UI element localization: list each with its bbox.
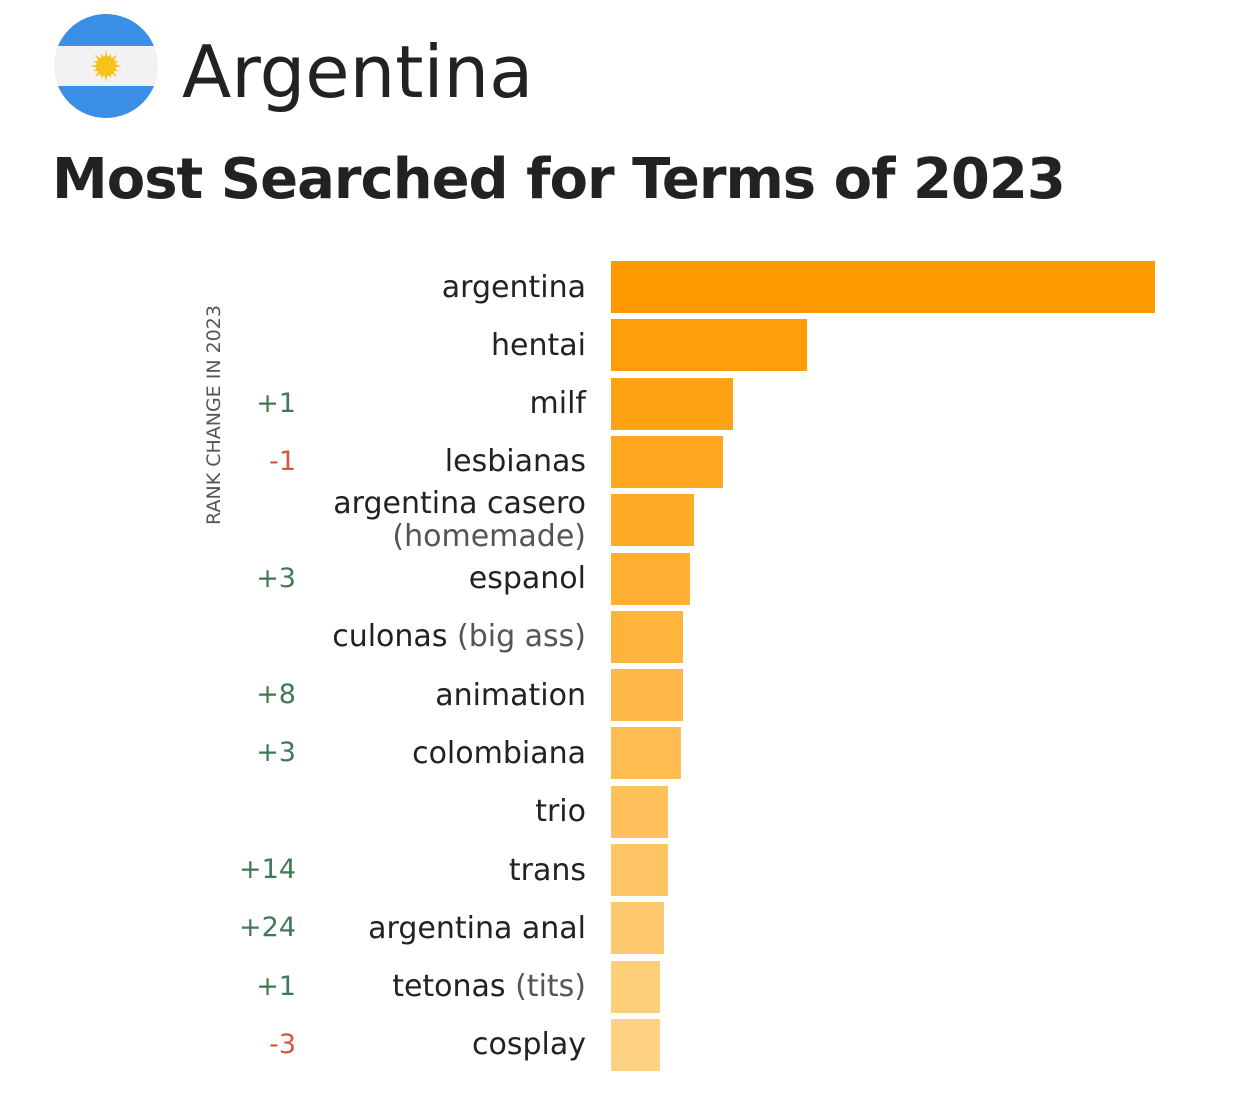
rank-change-label: +3 bbox=[256, 562, 296, 594]
bar-row: +24 argentina anal bbox=[0, 899, 1240, 957]
term-line: (homemade) bbox=[256, 520, 586, 553]
term-text: trio bbox=[535, 794, 586, 830]
chart-title: Most Searched for Terms of 2023 bbox=[52, 147, 1066, 212]
term-translation: (tits) bbox=[505, 969, 586, 1005]
term-label: lesbianas bbox=[256, 433, 586, 491]
term-line: espanol bbox=[256, 562, 586, 595]
rank-change-label: +8 bbox=[256, 679, 296, 711]
term-text: colombiana bbox=[412, 735, 586, 771]
term-text: argentina anal bbox=[368, 910, 586, 946]
term-line: cosplay bbox=[256, 1028, 586, 1061]
bar-row: hentai bbox=[0, 316, 1240, 374]
term-line: argentina casero bbox=[256, 487, 586, 520]
bar-row: argentina bbox=[0, 258, 1240, 316]
term-label: argentina casero (homemade) bbox=[256, 487, 586, 553]
term-line: lesbianas bbox=[256, 445, 586, 478]
term-line: animation bbox=[256, 679, 586, 712]
bar-row: trio bbox=[0, 783, 1240, 841]
term-translation: (big ass) bbox=[447, 619, 586, 655]
term-text: lesbianas bbox=[444, 444, 586, 480]
term-line: hentai bbox=[256, 329, 586, 362]
term-label: trio bbox=[256, 783, 586, 841]
rank-change-label: +1 bbox=[256, 387, 296, 419]
rank-change-label: -3 bbox=[269, 1028, 296, 1060]
bar bbox=[611, 727, 681, 780]
term-line: tetonas (tits) bbox=[256, 970, 586, 1003]
rank-change-label: +3 bbox=[256, 737, 296, 769]
bar bbox=[611, 261, 1155, 313]
bar bbox=[611, 435, 723, 488]
bar bbox=[611, 785, 668, 838]
argentina-flag-icon bbox=[54, 14, 158, 118]
bar-row: +8 animation bbox=[0, 666, 1240, 724]
term-text: animation bbox=[435, 677, 586, 713]
term-line: argentina bbox=[256, 271, 586, 304]
term-label: colombiana bbox=[256, 724, 586, 782]
bar-row: argentina casero (homemade) bbox=[0, 487, 1240, 553]
term-label: hentai bbox=[256, 316, 586, 374]
bar-row: -1 lesbianas bbox=[0, 433, 1240, 491]
term-line: trans bbox=[256, 854, 586, 887]
term-text: argentina casero bbox=[333, 486, 586, 522]
term-label: argentina anal bbox=[256, 899, 586, 957]
term-text: argentina bbox=[441, 269, 586, 305]
bar-row: +3 colombiana bbox=[0, 724, 1240, 782]
rank-change-label: +24 bbox=[239, 912, 296, 944]
bar-row: -3 cosplay bbox=[0, 1016, 1240, 1074]
term-label: milf bbox=[256, 375, 586, 433]
bar bbox=[611, 960, 660, 1013]
bar bbox=[611, 377, 733, 430]
term-label: culonas (big ass) bbox=[256, 608, 586, 666]
term-line: milf bbox=[256, 387, 586, 420]
bar bbox=[611, 552, 690, 605]
term-line: argentina anal bbox=[256, 912, 586, 945]
bar-row: +1 milf bbox=[0, 375, 1240, 433]
bar bbox=[611, 319, 807, 372]
term-line: trio bbox=[256, 795, 586, 828]
term-label: argentina bbox=[256, 258, 586, 316]
term-label: animation bbox=[256, 666, 586, 724]
term-text: tetonas bbox=[392, 969, 506, 1005]
term-text: milf bbox=[529, 386, 586, 422]
term-text: culonas bbox=[332, 619, 448, 655]
term-line: culonas (big ass) bbox=[256, 620, 586, 653]
term-text: hentai bbox=[491, 327, 586, 363]
rank-change-label: +1 bbox=[256, 970, 296, 1002]
term-label: cosplay bbox=[256, 1016, 586, 1074]
bar-row: +3 espanol bbox=[0, 550, 1240, 608]
bar bbox=[611, 844, 668, 896]
bar bbox=[611, 494, 694, 547]
term-line: colombiana bbox=[256, 737, 586, 770]
bar bbox=[611, 902, 664, 955]
bar-row: +1 tetonas (tits) bbox=[0, 958, 1240, 1016]
country-name: Argentina bbox=[182, 30, 534, 114]
bar bbox=[611, 610, 683, 663]
term-text: trans bbox=[508, 852, 586, 888]
bar-row: +14 trans bbox=[0, 841, 1240, 899]
rank-change-label: +14 bbox=[239, 854, 296, 885]
bar-row: culonas (big ass) bbox=[0, 608, 1240, 666]
term-text: cosplay bbox=[472, 1027, 586, 1063]
bar bbox=[611, 1018, 660, 1071]
term-text: espanol bbox=[468, 561, 586, 596]
term-label: espanol bbox=[256, 550, 586, 608]
term-label: trans bbox=[256, 841, 586, 899]
rank-change-label: -1 bbox=[269, 445, 296, 477]
term-translation: (homemade) bbox=[392, 519, 586, 555]
bar bbox=[611, 669, 683, 722]
term-label: tetonas (tits) bbox=[256, 958, 586, 1016]
